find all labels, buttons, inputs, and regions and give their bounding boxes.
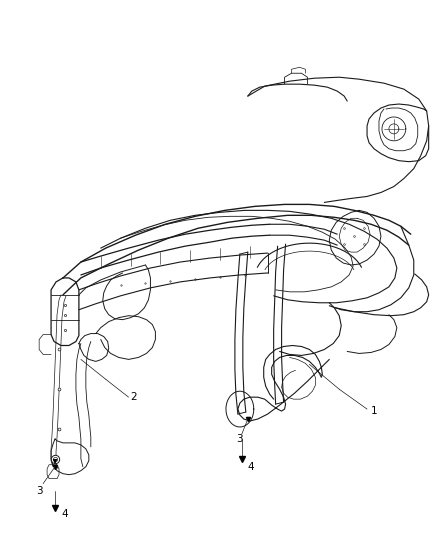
Text: 4: 4 xyxy=(248,462,254,472)
Text: 1: 1 xyxy=(371,406,378,416)
Text: 2: 2 xyxy=(131,392,137,402)
Text: 3: 3 xyxy=(36,486,42,496)
Text: 4: 4 xyxy=(61,510,67,520)
Text: 3: 3 xyxy=(237,434,243,444)
